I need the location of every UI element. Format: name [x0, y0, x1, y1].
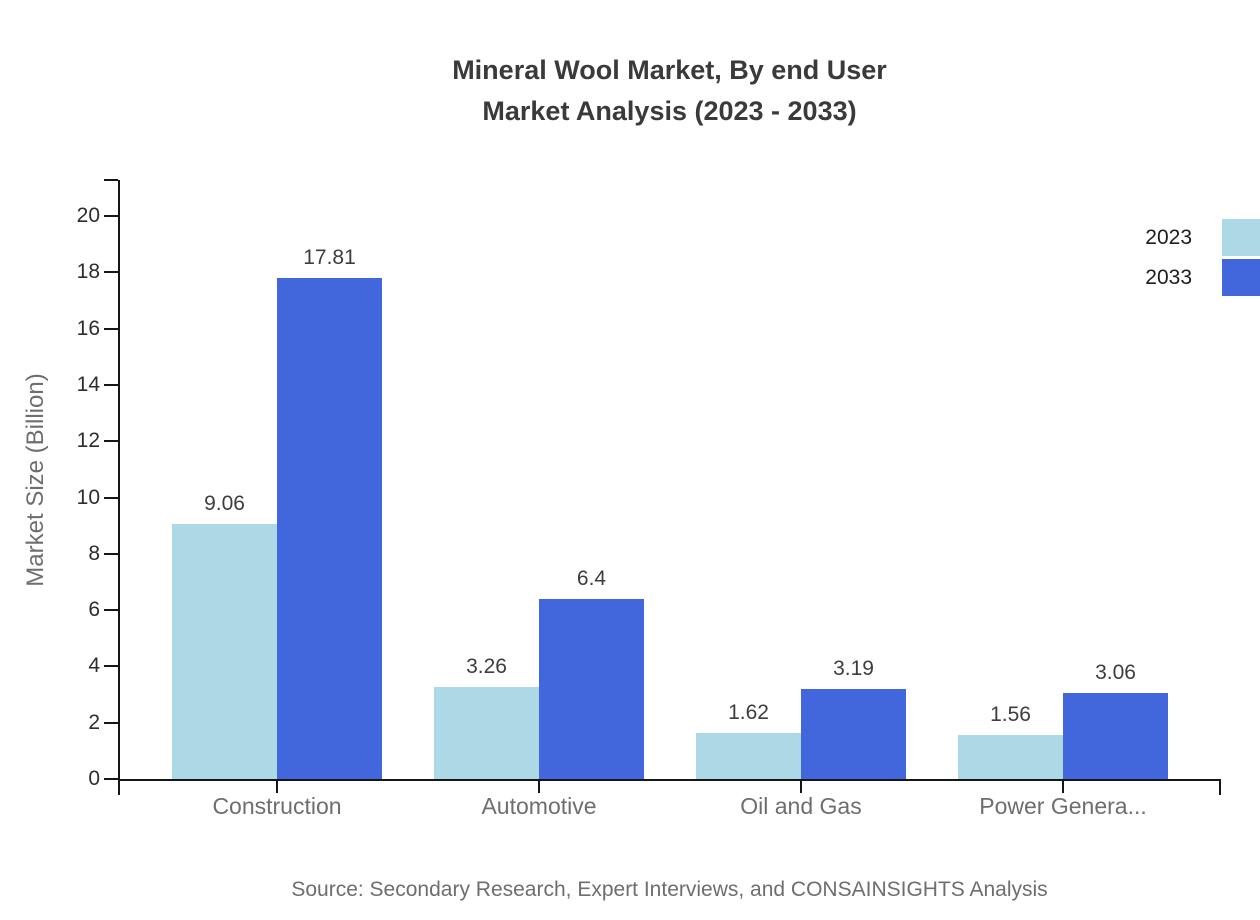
- bar-value-label: 3.26: [466, 655, 507, 679]
- x-axis-label: Power Genera...: [979, 793, 1147, 819]
- y-axis-tick-label: 2: [88, 710, 100, 734]
- y-axis-tick-label: 4: [88, 654, 100, 678]
- y-axis-tick: [104, 215, 118, 217]
- bar-value-label: 3.06: [1095, 660, 1136, 684]
- chart-title-line1: Mineral Wool Market, By end User: [452, 55, 887, 85]
- x-axis-tick: [538, 779, 540, 793]
- bar-2023-power-genera-: [958, 735, 1063, 779]
- y-axis-tick-label: 0: [88, 767, 100, 790]
- x-axis-label: Oil and Gas: [740, 793, 862, 819]
- y-axis-tick: [104, 609, 118, 612]
- y-axis-tick: [104, 383, 118, 386]
- legend-swatch-2023: [1222, 219, 1260, 256]
- bar-2023-automotive: [434, 687, 539, 779]
- y-axis-tick: [104, 327, 118, 330]
- chart-title-line2: Market Analysis (2023 - 2033): [482, 96, 857, 126]
- bar-value-label: 17.81: [303, 245, 356, 269]
- y-axis-tick-label: 14: [76, 372, 100, 396]
- y-axis-tick: [104, 778, 118, 780]
- bar-value-label: 6.4: [576, 566, 607, 590]
- y-axis-tick: [104, 496, 118, 499]
- x-axis-label: Construction: [212, 793, 342, 819]
- y-axis-tick-label: 10: [76, 485, 100, 509]
- x-axis-end-cap: [1219, 781, 1221, 795]
- x-axis-tick: [1062, 779, 1064, 793]
- bar-2023-construction: [172, 523, 277, 779]
- y-axis-tick-label: 8: [88, 541, 100, 565]
- y-axis-tick-label: 16: [76, 316, 100, 340]
- bar-2033-oil-and-gas: [801, 689, 906, 779]
- legend-swatch-2033: [1222, 259, 1260, 296]
- bar-value-label: 9.06: [204, 491, 245, 515]
- legend-label-2033: 2033: [1145, 266, 1192, 289]
- bar-value-label: 3.19: [833, 657, 874, 681]
- bar-2023-oil-and-gas: [696, 733, 801, 779]
- y-axis-top-cap: [104, 179, 118, 181]
- y-axis-tick: [104, 665, 118, 668]
- plot-area: 0 2 4 6 8 10 12 14 16 18 20 9.06 17.81 Construction 3.…: [77, 179, 1221, 819]
- source-text: Source: Secondary Research, Expert Inter…: [291, 878, 1048, 901]
- y-axis-tick-label: 18: [76, 260, 100, 284]
- y-axis-tick: [104, 271, 118, 274]
- y-axis-tick-label: 12: [76, 429, 100, 453]
- y-axis-tick: [104, 721, 118, 724]
- legend-label-2023: 2023: [1145, 226, 1192, 249]
- bar-2033-automotive: [539, 598, 644, 779]
- x-axis-tick: [800, 779, 802, 793]
- x-axis-label: Automotive: [481, 793, 597, 819]
- y-axis-bottom-extension: [118, 781, 120, 795]
- bar-2033-power-genera-: [1063, 692, 1168, 779]
- bar-2033-construction: [277, 277, 382, 779]
- y-axis-tick-label: 6: [88, 598, 100, 622]
- y-axis-tick: [104, 440, 118, 443]
- bar-value-label: 1.56: [990, 703, 1031, 727]
- chart-title: Mineral Wool Market, By end User Market …: [118, 50, 1221, 132]
- x-axis-tick: [276, 779, 278, 793]
- bar-value-label: 1.62: [728, 701, 769, 725]
- y-axis-tick: [104, 552, 118, 555]
- y-axis-tick-label: 20: [76, 204, 100, 227]
